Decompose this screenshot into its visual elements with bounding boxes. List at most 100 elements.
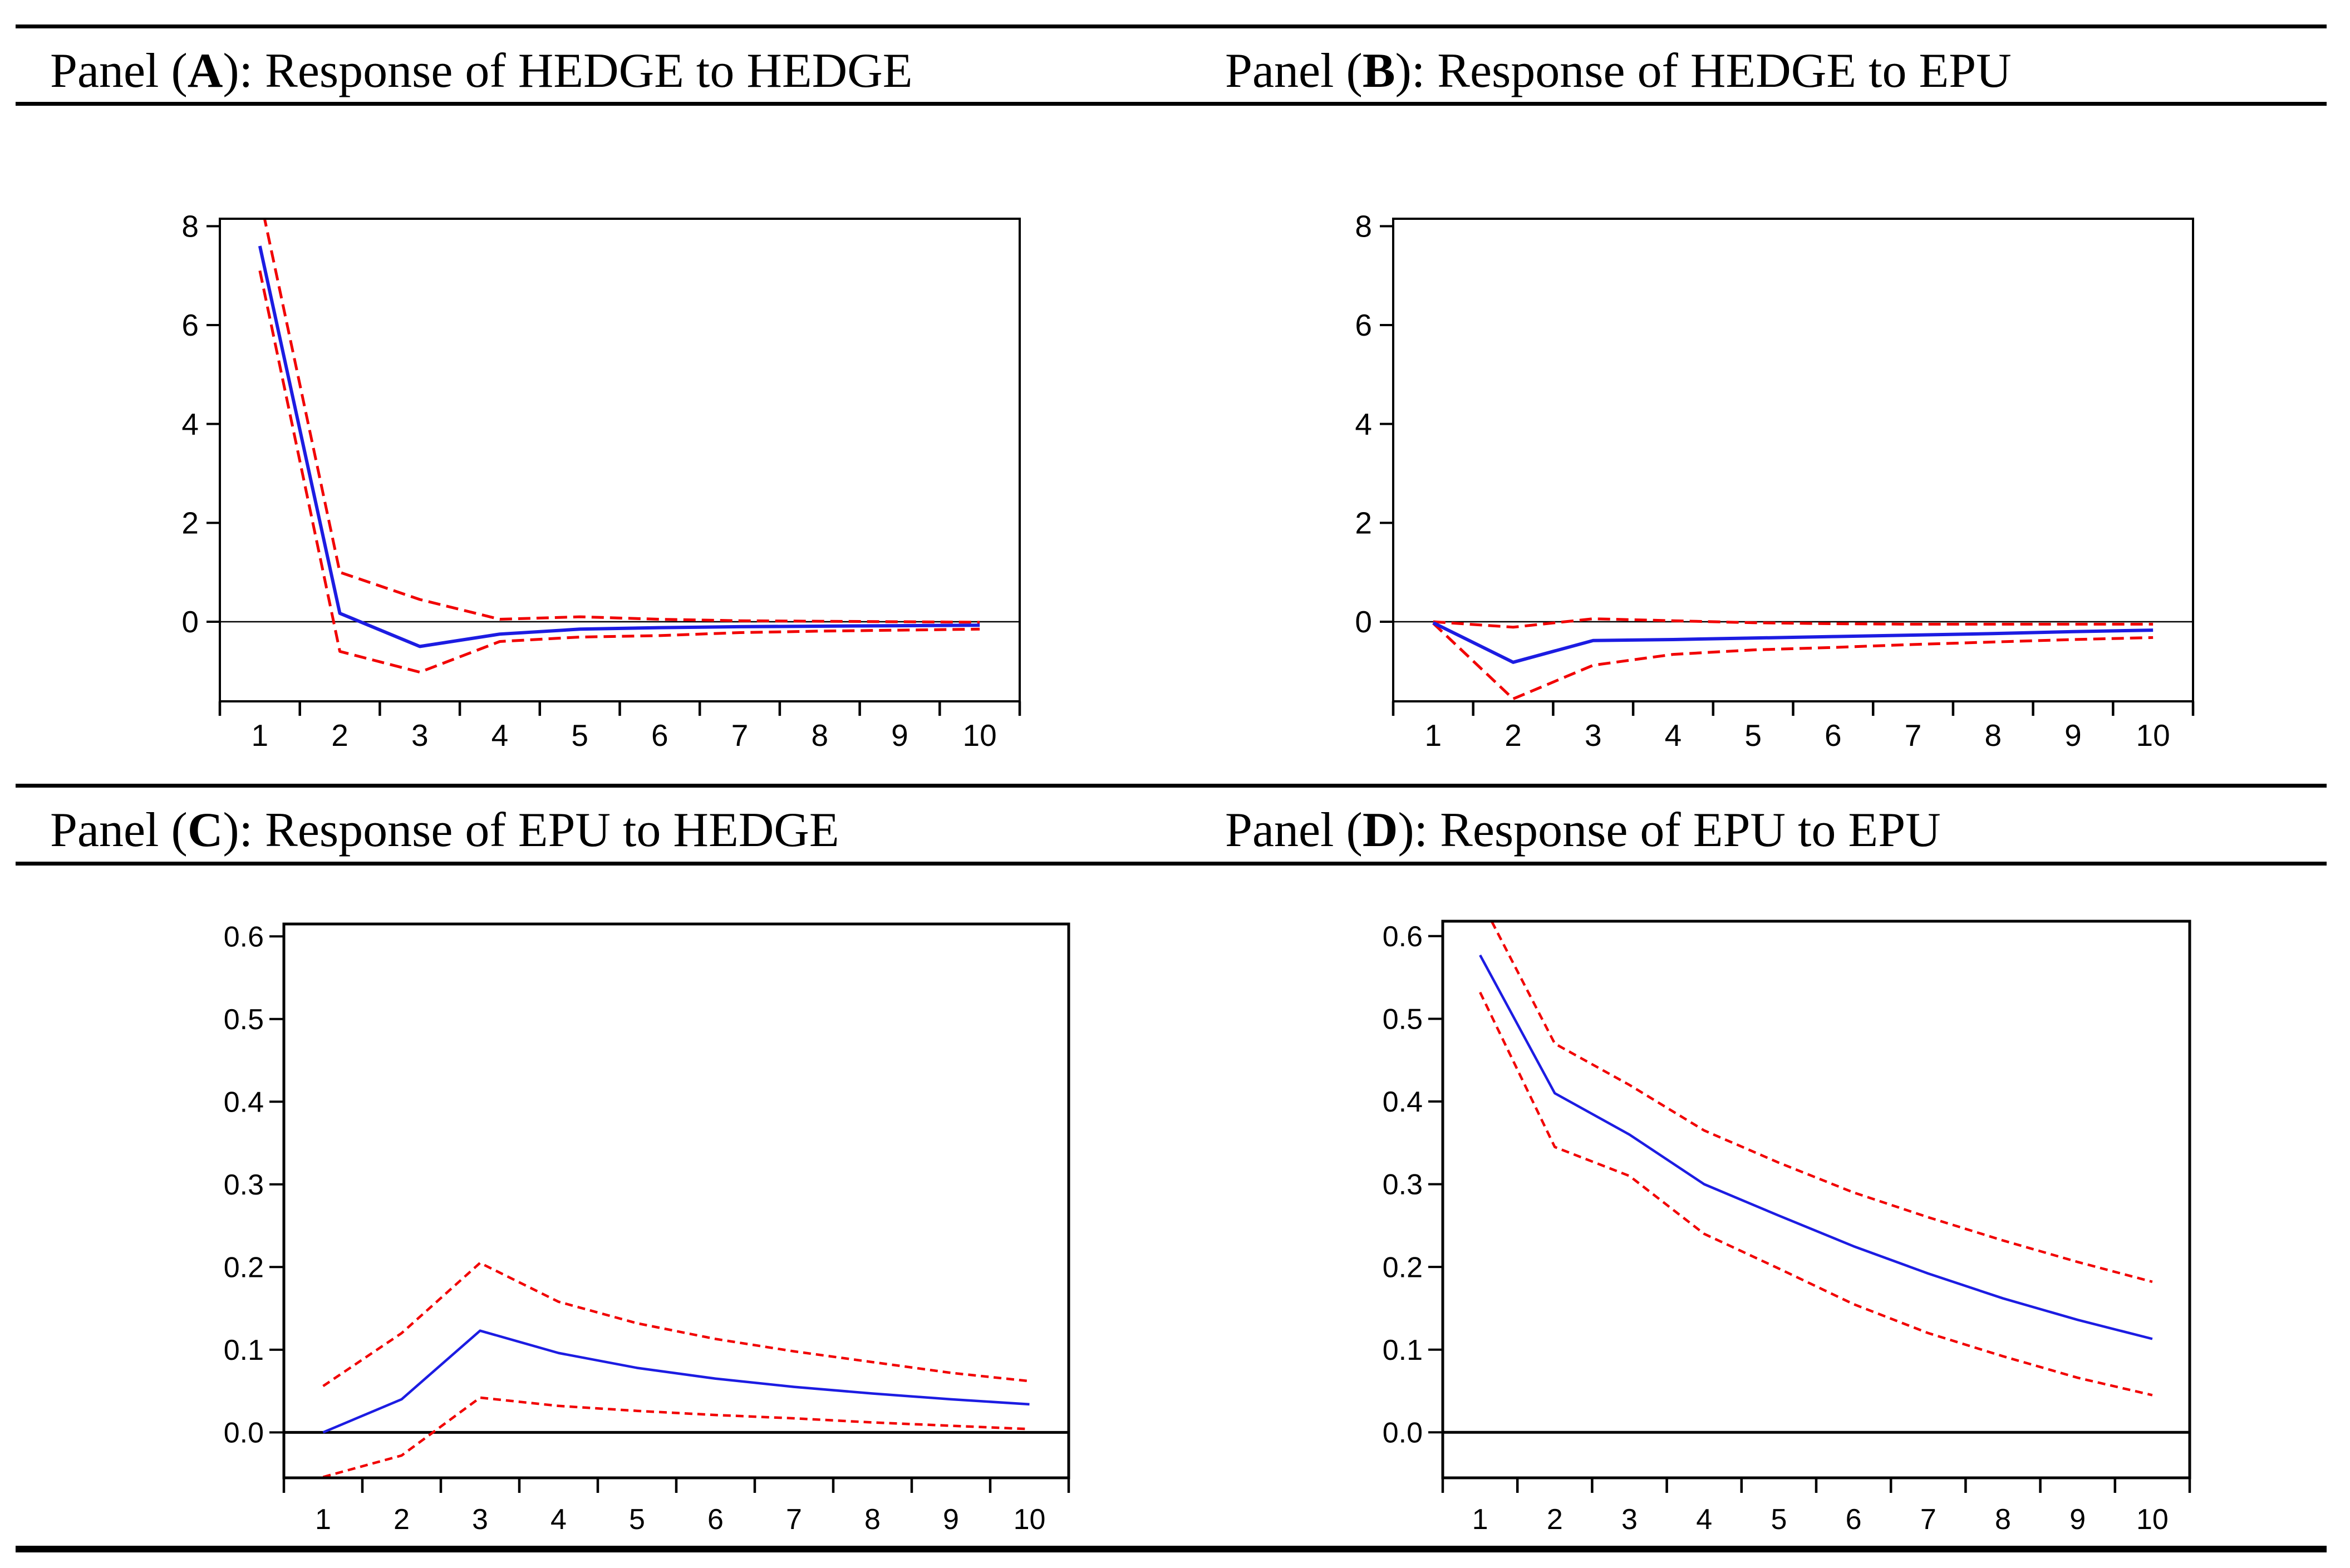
- x-tick-label: 4: [1696, 1503, 1712, 1536]
- plot-frame: [282, 922, 1070, 1479]
- x-tick-label: 1: [315, 1503, 331, 1536]
- upper-confidence-band-line: [322, 1261, 1030, 1388]
- lower-confidence-band-line: [1432, 622, 2154, 701]
- impulse-response-line: [322, 1329, 1030, 1434]
- panel-c-title-prefix: Panel (: [50, 803, 188, 857]
- x-tick-label: 2: [1547, 1503, 1563, 1536]
- horizontal-rule-mid-upper: [16, 784, 2327, 788]
- panel-d-title: Panel (D): Response of EPU to EPU: [1225, 806, 1941, 855]
- x-tick-label: 10: [2136, 1503, 2169, 1536]
- x-tick-label: 5: [571, 718, 588, 753]
- panel-a-title-suffix: ): Response of HEDGE to HEDGE: [223, 44, 913, 98]
- x-tick-label: 10: [2136, 718, 2170, 753]
- x-tick-label: 3: [472, 1503, 488, 1536]
- y-tick-label: 0.2: [1383, 1251, 1423, 1284]
- y-tick-label: 0.3: [224, 1169, 264, 1201]
- x-tick-label: 10: [963, 718, 997, 753]
- x-tick-label: 9: [891, 718, 908, 753]
- panel-d-title-suffix: ): Response of EPU to EPU: [1398, 803, 1941, 857]
- plot-frame: [219, 218, 1021, 702]
- x-tick-label: 9: [2064, 718, 2082, 753]
- x-tick-label: 5: [1744, 718, 1762, 753]
- y-tick-label: 2: [1355, 506, 1372, 540]
- x-tick-label: 7: [1920, 1503, 1936, 1536]
- y-tick-label: 0.2: [224, 1252, 264, 1284]
- horizontal-rule-below-top-titles: [16, 102, 2327, 106]
- upper-confidence-band-line: [1490, 921, 2153, 1284]
- y-tick-label: 0.6: [224, 921, 264, 953]
- x-tick-label: 7: [731, 718, 749, 753]
- x-tick-label: 1: [1425, 718, 1442, 753]
- x-tick-label: 4: [1665, 718, 1682, 753]
- y-tick-label: 6: [181, 308, 199, 342]
- x-tick-label: 7: [1905, 718, 1922, 753]
- x-tick-label: 3: [1621, 1503, 1638, 1536]
- horizontal-rule-top: [16, 24, 2327, 28]
- x-tick-label: 10: [1014, 1503, 1046, 1536]
- panel-a-chart: 0 2 4 6 8 1 2 3 4 5 6 7 8 9 10: [181, 209, 1021, 753]
- panel-b-title: Panel (B): Response of HEDGE to EPU: [1225, 47, 2012, 96]
- x-tick-label: 2: [331, 718, 348, 753]
- y-tick-label: 2: [181, 506, 199, 540]
- x-tick-label: 1: [252, 718, 269, 753]
- x-tick-label: 8: [1995, 1503, 2011, 1536]
- x-tick-label: 1: [1472, 1503, 1488, 1536]
- x-tick-label: 4: [550, 1503, 567, 1536]
- upper-confidence-band-line: [263, 219, 980, 624]
- y-tick-label: 0.5: [1383, 1004, 1423, 1036]
- x-tick-label: 7: [786, 1503, 802, 1536]
- x-tick-label: 4: [491, 718, 509, 753]
- x-tick-label: 2: [1505, 718, 1522, 753]
- x-tick-label: 6: [707, 1503, 724, 1536]
- horizontal-rule-mid-lower: [16, 862, 2327, 866]
- panel-d-title-prefix: Panel (: [1225, 803, 1363, 857]
- impulse-response-line: [1479, 954, 2153, 1340]
- y-tick-label: 0.3: [1383, 1169, 1423, 1201]
- lower-confidence-band-line: [1479, 991, 2153, 1397]
- panel-c-title-suffix: ): Response of EPU to HEDGE: [223, 803, 839, 857]
- y-tick-label: 0.4: [1383, 1086, 1423, 1118]
- y-tick-label: 0.6: [1383, 921, 1423, 953]
- lower-confidence-band-line: [258, 270, 980, 674]
- panel-c-title: Panel (C): Response of EPU to HEDGE: [50, 806, 839, 855]
- x-tick-label: 9: [943, 1503, 959, 1536]
- x-tick-label: 8: [864, 1503, 881, 1536]
- y-tick-label: 4: [181, 407, 199, 441]
- x-tick-label: 3: [1585, 718, 1602, 753]
- x-tick-label: 6: [651, 718, 668, 753]
- lower-confidence-band-line: [322, 1396, 1030, 1478]
- y-tick-label: 8: [1355, 209, 1372, 244]
- plot-frame: [1441, 920, 2191, 1479]
- panel-a-title: Panel (A): Response of HEDGE to HEDGE: [50, 47, 913, 96]
- panel-b-title-prefix: Panel (: [1225, 44, 1363, 98]
- horizontal-rule-bottom: [16, 1546, 2327, 1552]
- y-tick-label: 4: [1355, 407, 1372, 441]
- panel-a-title-prefix: Panel (: [50, 44, 188, 98]
- panel-c-title-letter: C: [187, 803, 223, 857]
- panel-b-title-letter: B: [1362, 44, 1395, 98]
- x-tick-label: 2: [394, 1503, 410, 1536]
- panel-c-chart: 0.0 0.1 0.2 0.3 0.4 0.5 0.6 1 2 3 4 5 6 7 8 9 10: [224, 921, 1070, 1536]
- impulse-response-line: [1432, 621, 2154, 664]
- y-tick-label: 0.1: [1383, 1334, 1423, 1367]
- panel-b-title-suffix: ): Response of HEDGE to EPU: [1395, 44, 2012, 98]
- upper-confidence-band-line: [1433, 617, 2154, 629]
- x-tick-label: 6: [1846, 1503, 1862, 1536]
- x-tick-label: 9: [2069, 1503, 2086, 1536]
- y-tick-label: 0: [181, 604, 199, 639]
- y-tick-label: 6: [1355, 308, 1372, 342]
- x-tick-label: 5: [629, 1503, 645, 1536]
- panel-d-chart: 0.0 0.1 0.2 0.3 0.4 0.5 0.6 1 2 3 4 5 6 7 8 9 10: [1383, 920, 2191, 1536]
- y-tick-label: 0.0: [224, 1417, 264, 1449]
- x-tick-label: 6: [1825, 718, 1842, 753]
- impulse-response-line: [258, 245, 980, 648]
- y-tick-label: 0: [1355, 604, 1372, 639]
- y-tick-label: 8: [181, 209, 199, 244]
- plot-frame: [1392, 218, 2194, 702]
- x-tick-label: 8: [811, 718, 828, 753]
- x-tick-label: 8: [1984, 718, 2002, 753]
- x-tick-label: 3: [411, 718, 429, 753]
- y-tick-label: 0.0: [1383, 1417, 1423, 1449]
- y-tick-label: 0.1: [224, 1334, 264, 1367]
